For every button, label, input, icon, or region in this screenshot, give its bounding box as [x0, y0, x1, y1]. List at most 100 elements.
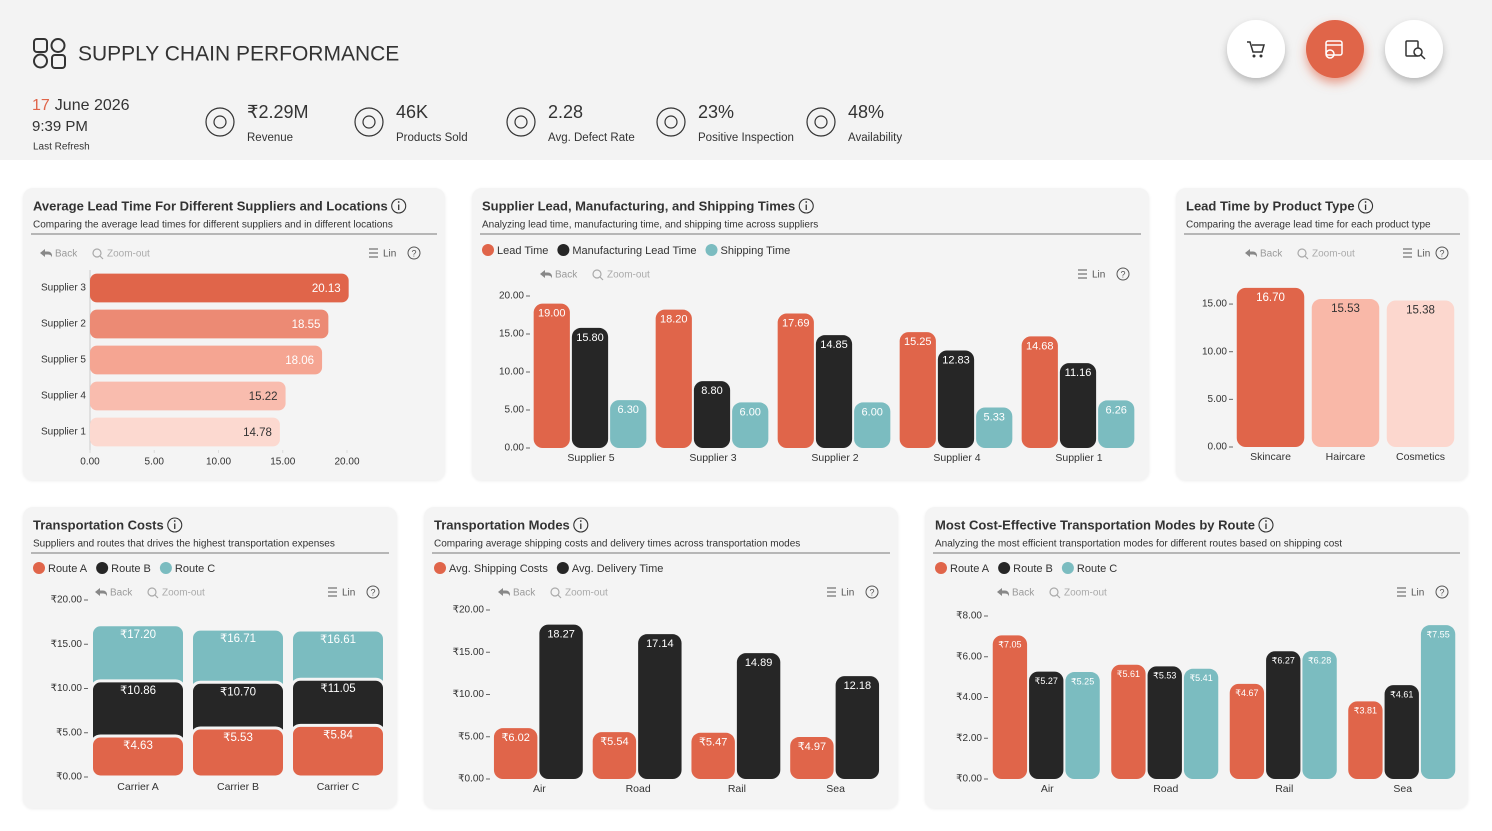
legend-marker — [998, 562, 1011, 574]
zoom-icon-handle — [99, 255, 104, 260]
data-label: ₹4.97 — [798, 741, 826, 753]
y-tick-label: 5.00 — [1208, 394, 1228, 405]
y-tick-label: ₹15.00 — [51, 639, 83, 650]
nav-button-active[interactable] — [1306, 20, 1364, 78]
bar — [1266, 651, 1301, 779]
toolbar-back: Back — [55, 249, 78, 260]
bar — [691, 732, 735, 779]
x-tick-label: 0.00 — [80, 457, 100, 468]
back-icon — [95, 588, 107, 597]
bar — [655, 309, 692, 448]
bar — [592, 732, 637, 779]
data-label: 12.83 — [942, 354, 970, 366]
y-tick-label: 0.00 — [1208, 442, 1228, 453]
x-tick-label: Road — [1153, 783, 1178, 795]
x-tick-label: Rail — [1275, 783, 1293, 795]
data-label: 17.14 — [646, 638, 674, 650]
toolbar-help: ? — [411, 248, 416, 258]
y-tick-label: ₹20.00 — [453, 605, 485, 616]
chart: Transportation Costs Suppliers and routes… — [31, 517, 389, 793]
data-label: 18.20 — [660, 314, 688, 326]
info-icon-dot — [1364, 201, 1367, 203]
kpi-value: 23% — [698, 102, 734, 122]
toolbar-zoom: Zoom-out — [607, 270, 650, 281]
data-label: ₹3.81 — [1354, 706, 1377, 716]
kpi-icon — [354, 107, 384, 137]
bar — [1236, 287, 1305, 447]
data-label: ₹5.41 — [1189, 673, 1212, 683]
y-tick-label: 10.00 — [1202, 346, 1227, 357]
data-label: ₹16.71 — [220, 633, 256, 645]
chart-subtitle: Suppliers and routes that drives the hig… — [33, 539, 335, 550]
data-label: ₹6.02 — [501, 732, 529, 744]
y-tick-label: ₹10.00 — [453, 689, 485, 700]
bar — [1311, 299, 1380, 447]
bar — [976, 407, 1013, 448]
chart: Average Lead Time For Different Supplier… — [31, 198, 437, 468]
bar — [1147, 666, 1182, 779]
kpi-value: 48% — [848, 102, 884, 122]
bar — [1059, 363, 1097, 448]
bar — [190, 726, 286, 779]
data-label: ₹5.84 — [323, 729, 353, 741]
bar — [693, 381, 731, 448]
kpi-icon-inner — [664, 115, 678, 129]
y-tick-label: 15.00 — [499, 329, 524, 340]
kpi-icon-inner — [213, 115, 227, 129]
x-tick-label: 15.00 — [270, 457, 295, 468]
legend-marker — [705, 244, 718, 256]
chart-panel: Supplier Lead, Manufacturing, and Shippi… — [472, 188, 1149, 480]
legend-label: Route A — [48, 563, 88, 575]
data-label: 6.30 — [618, 404, 639, 416]
chart-title: Transportation Modes — [434, 517, 570, 532]
legend-marker — [1061, 562, 1074, 574]
chart: Transportation Modes Comparing average sh… — [432, 517, 890, 795]
y-tick-label: ₹2.00 — [956, 733, 982, 744]
x-tick-label: Supplier 3 — [689, 452, 736, 464]
help-icon — [865, 585, 879, 599]
toolbar-back: Back — [1012, 588, 1035, 599]
x-tick-label: 20.00 — [334, 457, 359, 468]
kpi-icon — [806, 107, 836, 137]
chart-panel: Most Cost-Effective Transportation Modes… — [925, 507, 1468, 808]
legend-label: Manufacturing Lead Time — [572, 245, 696, 257]
back-icon — [498, 588, 510, 597]
y-tick-label: ₹15.00 — [453, 647, 485, 658]
info-icon — [1358, 198, 1374, 214]
bar — [732, 402, 769, 448]
y-tick-label: 0.00 — [505, 443, 525, 454]
toolbar-help: ? — [1439, 587, 1444, 597]
x-tick-label: 5.00 — [145, 457, 165, 468]
zoom-icon-handle — [599, 276, 604, 281]
legend-marker — [482, 244, 494, 256]
bar — [1420, 625, 1456, 779]
data-label: 6.00 — [740, 406, 761, 418]
bar — [1029, 671, 1064, 779]
y-tick-label: 5.00 — [505, 405, 525, 416]
data-label: 5.33 — [984, 411, 1005, 423]
y-tick-label: Supplier 4 — [41, 391, 86, 402]
x-tick-label: Carrier B — [217, 781, 259, 793]
legend-marker — [96, 562, 109, 574]
nav-button[interactable] — [1227, 20, 1285, 78]
data-label: 15.22 — [249, 391, 278, 403]
data-label: 19.00 — [538, 308, 566, 320]
bar — [290, 723, 386, 779]
bar — [610, 400, 647, 448]
info-icon — [573, 517, 589, 533]
legend-label: Route B — [111, 563, 151, 575]
data-label: ₹17.20 — [120, 629, 156, 641]
data-label: 11.16 — [1065, 367, 1092, 379]
data-label: 6.26 — [1106, 404, 1127, 416]
kpi-icon-inner — [514, 115, 528, 129]
bar — [899, 332, 936, 448]
data-label: ₹6.27 — [1272, 656, 1295, 666]
refresh-time: 9:39 PM — [32, 118, 88, 135]
toolbar-zoom: Zoom-out — [162, 588, 205, 599]
y-tick-label: ₹5.00 — [458, 731, 484, 742]
toolbar-help: ? — [1120, 269, 1125, 279]
x-tick-label: Sea — [1393, 783, 1412, 795]
bar — [1098, 400, 1135, 448]
nav-button[interactable] — [1385, 20, 1443, 78]
